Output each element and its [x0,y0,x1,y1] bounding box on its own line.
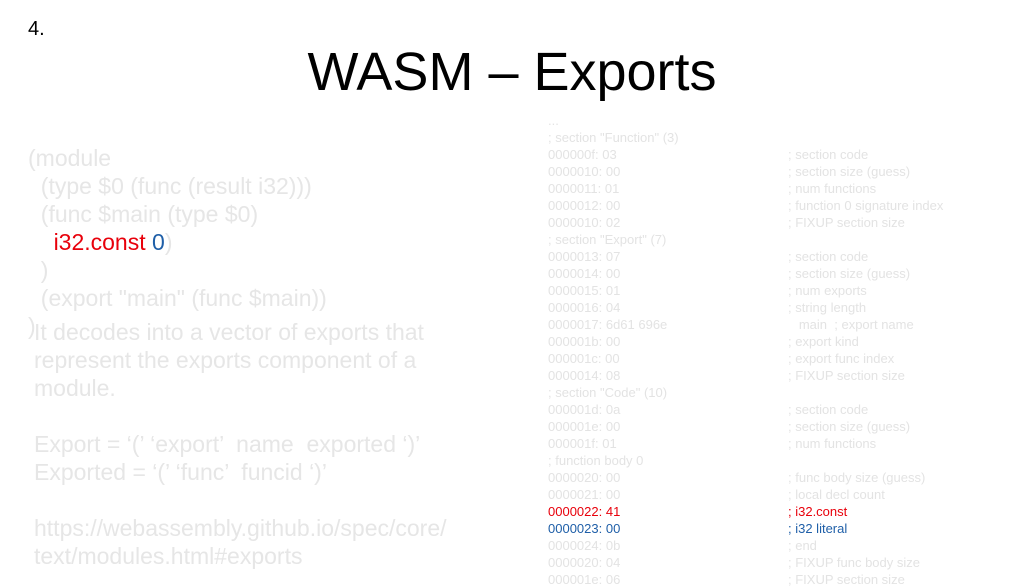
hex-dump-address: 0000013: 07 [548,249,621,264]
hex-dump-comment: ; section size (guess) [788,266,911,281]
hex-dump-address: 0000023: 00 [548,521,621,536]
hex-dump-comment: ; string length [788,300,867,315]
grammar-line: Exported = ‘(’ ‘func’ funcid ‘)’ [34,459,327,485]
hex-dump-comment: ; section code [788,249,869,264]
hex-dump-address: 0000010: 02 [548,215,621,230]
hex-dump-comment: ; i32 literal [788,521,848,536]
hex-dump-address: ; section "Export" (7) [548,232,667,247]
hex-dump-comment: ; i32.const [788,504,848,519]
hex-dump-address: 0000024: 0b [548,538,621,553]
hex-dump-address: 000001c: 00 [548,351,620,366]
code-line: ) [28,257,49,283]
hex-dump-comment: ; num exports [788,283,867,298]
hex-dump-comment: ; end [788,538,817,553]
hex-dump-comment: ; num functions [788,181,877,196]
hex-dump-comment: ; export kind [788,334,859,349]
hex-dump-comment: ; section size (guess) [788,419,911,434]
grammar-line: Export = ‘(’ ‘export’ name exported ‘)’ [34,431,421,457]
hex-dump-address: 0000021: 00 [548,487,621,502]
hex-dump-address: 0000020: 00 [548,470,621,485]
closing-paren: ) [164,229,173,255]
hex-dump-comment: ; FIXUP section size [788,215,905,230]
code-line: i32.const 0) [28,228,173,256]
hex-dump-address: 0000020: 04 [548,555,621,570]
code-line: (export "main" (func $main)) [28,285,327,311]
hex-dump-address: ; section "Code" (10) [548,385,668,400]
hex-dump-comment: ; func body size (guess) [788,470,926,485]
hex-dump-address: ; section "Function" (3) [548,130,679,145]
hex-dump-address: 0000012: 00 [548,198,621,213]
code-line: (module [28,145,112,171]
code-line: ) [28,313,36,339]
hex-dump-comment: ; section size (guess) [788,164,911,179]
hex-dump-address: ; function body 0 [548,453,644,468]
hex-dump-comment: ; FIXUP section size [788,572,905,587]
hex-dump-address: 000000f: 03 [548,147,617,162]
hex-dump-address: 000001d: 0a [548,402,621,417]
hex-dump-address: 000001e: 00 [548,419,621,434]
hex-dump-comment: ; FIXUP func body size [788,555,920,570]
hex-dump-comment: main ; export name [788,317,914,332]
hex-dump-comment: ; section code [788,147,869,162]
hex-dump-address: 000001e: 06 [548,572,621,587]
i32-const-token: i32.const [53,229,146,255]
code-line: (type $0 (func (result i32))) [28,173,312,199]
hex-dump-comment: ; num functions [788,436,877,451]
hex-dump-address: 0000014: 08 [548,368,621,383]
slide-title: WASM – Exports [307,42,717,102]
hex-dump-comment: ; export func index [788,351,895,366]
hex-dump-comment: ; function 0 signature index [788,198,944,213]
hex-dump-address: 0000022: 41 [548,504,621,519]
hex-dump-comment: ; local decl count [788,487,885,502]
hex-dump-address: 0000015: 01 [548,283,621,298]
hex-dump-address: 0000011: 01 [548,181,620,196]
hex-dump-comment: ; section code [788,402,869,417]
link-line: https://webassembly.github.io/spec/core/ [34,515,447,541]
description-line: represent the exports component of a [34,347,417,373]
code-line: (func $main (type $0) [28,201,259,227]
hex-dump-address: 0000014: 00 [548,266,621,281]
description-line: module. [34,375,116,401]
literal-zero-token: 0 [152,229,165,255]
hex-dump-comment: ; FIXUP section size [788,368,905,383]
hex-dump-address: 000001f: 01 [548,436,617,451]
hex-dump-address: 0000016: 04 [548,300,621,315]
hex-dump-address: ... [548,113,559,128]
hex-dump-address: 000001b: 00 [548,334,621,349]
link-line: text/modules.html#exports [34,543,303,569]
hex-dump-address: 0000017: 6d61 696e [548,317,668,332]
description-line: It decodes into a vector of exports that [34,319,424,345]
slide-number: 4. [28,18,45,40]
hex-dump-address: 0000010: 00 [548,164,621,179]
